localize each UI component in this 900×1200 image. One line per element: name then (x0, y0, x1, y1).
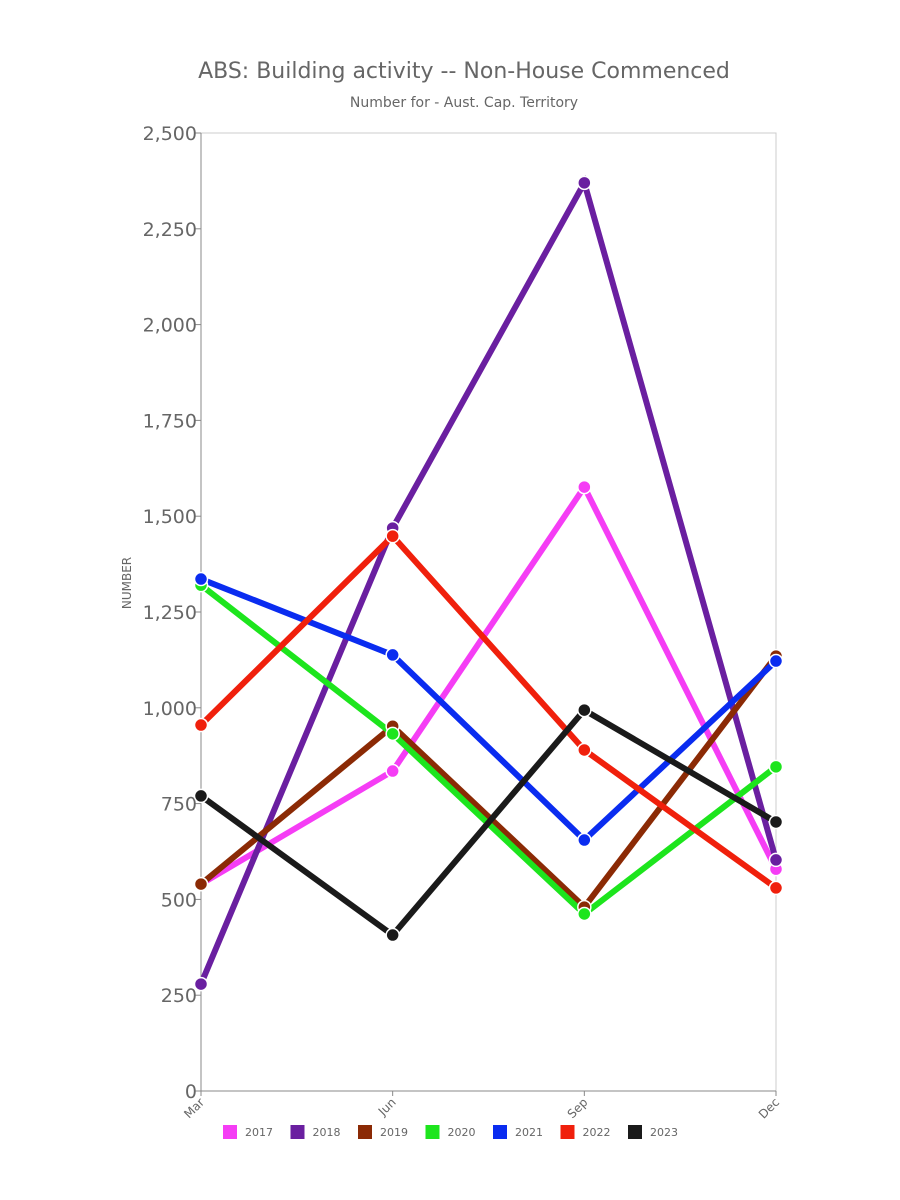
data-point (577, 832, 592, 848)
chart-subtitle: Number for - Aust. Cap. Territory (350, 95, 578, 111)
data-point (577, 742, 592, 758)
legend-swatch (493, 1125, 507, 1139)
series-line (199, 576, 779, 845)
y-tick-label: 0 (185, 1081, 197, 1103)
data-point (577, 702, 592, 718)
data-point (385, 763, 400, 779)
legend-swatch (223, 1125, 237, 1139)
y-tick-label: 500 (161, 889, 197, 911)
y-tick-label: 1,250 (143, 602, 197, 624)
y-tick-label: 2,000 (143, 315, 197, 337)
data-point (193, 876, 209, 892)
legend-swatch (358, 1125, 372, 1139)
data-point (768, 852, 784, 868)
legend-swatch (560, 1125, 575, 1139)
series-line (199, 654, 779, 912)
legend-swatch (290, 1125, 305, 1139)
data-point (193, 717, 209, 733)
data-point (768, 880, 784, 896)
series-line (199, 481, 779, 887)
y-tick-label: 750 (161, 794, 197, 816)
data-point (577, 906, 592, 922)
y-tick-label: 250 (161, 985, 197, 1007)
data-point (385, 528, 400, 544)
series-line (198, 175, 779, 986)
legend-label: 2017 (245, 1126, 273, 1139)
y-tick-label: 1,500 (143, 506, 197, 528)
data-point (768, 814, 784, 830)
legend-swatch (425, 1125, 440, 1139)
series-line (199, 706, 778, 940)
chart-title: ABS: Building activity -- Non-House Comm… (198, 59, 730, 84)
data-point (193, 976, 209, 992)
legend-label: 2022 (583, 1126, 611, 1139)
y-axis-label: NUMBER (120, 557, 134, 609)
data-point (768, 653, 784, 669)
legend-label: 2021 (515, 1126, 543, 1139)
data-point (385, 927, 400, 943)
legend-label: 2023 (650, 1126, 678, 1139)
y-tick-label: 1,000 (143, 698, 197, 720)
legend-label: 2020 (448, 1126, 476, 1139)
x-tick-label: Dec (756, 1095, 782, 1121)
data-point (577, 175, 592, 191)
y-tick-label: 2,500 (143, 123, 197, 145)
data-point (768, 759, 784, 775)
data-point (577, 479, 592, 495)
x-tick-label: Jun (375, 1095, 399, 1119)
data-point (193, 788, 209, 804)
legend-label: 2018 (313, 1126, 341, 1139)
data-point (385, 647, 400, 663)
data-point (193, 571, 209, 587)
y-tick-label: 1,750 (143, 410, 197, 432)
legend-label: 2019 (380, 1126, 408, 1139)
data-point (385, 726, 400, 742)
x-tick-label: Sep (565, 1095, 591, 1121)
y-tick-label: 2,250 (143, 219, 197, 241)
series-line (198, 531, 778, 891)
legend-swatch (628, 1125, 642, 1139)
